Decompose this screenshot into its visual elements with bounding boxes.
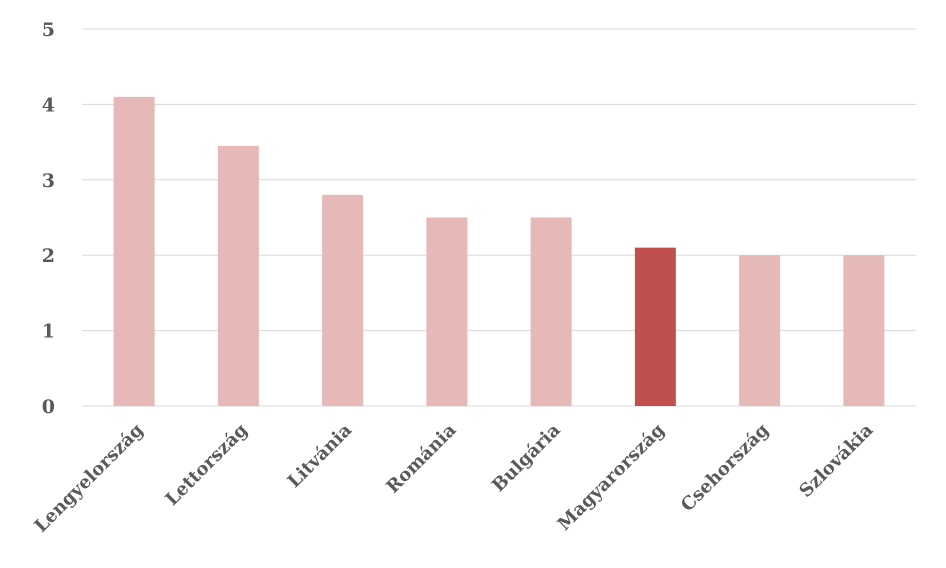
bar-4 <box>530 217 572 406</box>
y-tick-label-3: 3 <box>42 170 55 192</box>
y-tick-label-1: 1 <box>42 321 55 343</box>
x-category-label-3: Románia <box>382 419 460 497</box>
y-tick-label-5: 5 <box>42 19 55 41</box>
y-tick-label-4: 4 <box>42 94 55 116</box>
x-category-label-5: Magyarország <box>554 419 669 534</box>
bar-3 <box>426 217 468 406</box>
gridlines <box>82 28 916 407</box>
x-category-label-2: Litvánia <box>284 419 357 492</box>
bar-1 <box>217 145 259 406</box>
bars <box>113 96 885 407</box>
y-tick-label-0: 0 <box>42 396 55 418</box>
y-axis-tick-labels: 0 1 2 3 4 5 <box>42 19 55 418</box>
bar-0 <box>113 96 155 407</box>
bar-2 <box>322 194 364 406</box>
x-axis-category-labels: Lengyelország Lettország Litvánia Románia Bu… <box>31 419 878 536</box>
x-category-label-4: Bulgária <box>488 419 565 496</box>
y-tick-label-2: 2 <box>42 245 55 267</box>
x-category-label-1: Lettország <box>162 419 253 510</box>
bar-7 <box>843 255 885 406</box>
bar-5 <box>634 247 676 406</box>
bar-6 <box>739 255 781 406</box>
x-category-label-7: Szlovákia <box>795 419 877 501</box>
x-category-label-6: Csehország <box>677 419 774 516</box>
x-category-label-0: Lengyelország <box>31 419 148 536</box>
